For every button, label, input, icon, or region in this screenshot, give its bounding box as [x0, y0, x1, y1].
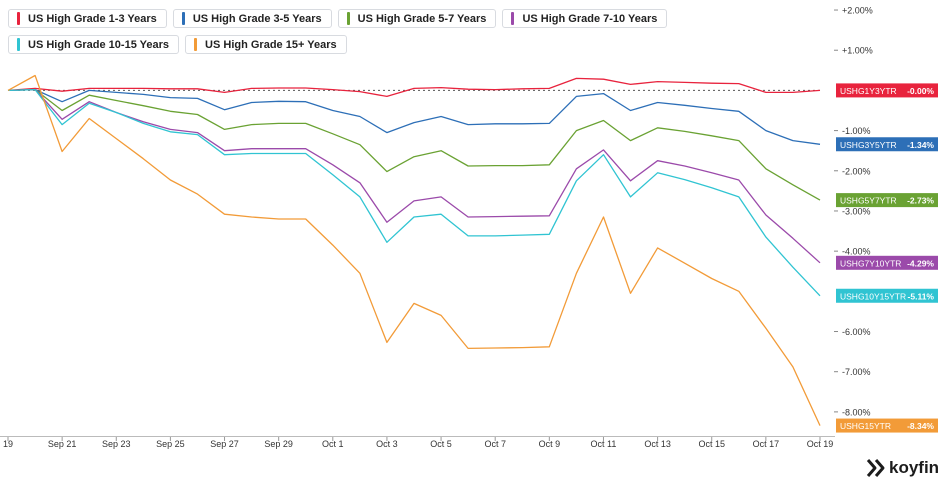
y-tick-label: -7.00%	[842, 367, 871, 377]
x-tick-label: Oct 5	[430, 439, 452, 449]
y-tick-label: +1.00%	[842, 46, 873, 56]
y-tick-label: -8.00%	[842, 407, 871, 417]
legend-swatch	[194, 38, 198, 51]
y-axis: +2.00% +1.00% -1.00% -2.00% -3.00% -4.00% -6.0…	[834, 6, 873, 417]
tag-value: -1.34%	[907, 140, 934, 150]
last-value-tag: USHG3Y5YTR -1.34%	[836, 137, 938, 152]
legend-label: US High Grade 10-15 Years	[28, 38, 170, 51]
legend-item-3[interactable]: US High Grade 5-7 Years	[337, 9, 497, 28]
tag-ticker: USHG7Y10YTR	[840, 258, 901, 268]
brand-name: koyfin	[889, 458, 940, 477]
legend-label: US High Grade 5-7 Years	[357, 12, 487, 25]
y-tick-label: -1.00%	[842, 126, 871, 136]
x-tick-label: Oct 7	[484, 439, 506, 449]
x-tick-label: Sep 27	[210, 439, 239, 449]
legend-item-6[interactable]: US High Grade 15+ Years	[185, 35, 347, 54]
x-tick-label: Oct 1	[322, 439, 344, 449]
y-tick-label: -4.00%	[842, 247, 871, 257]
legend-label: US High Grade 7-10 Years	[522, 12, 658, 25]
series-line-3[interactable]	[7, 88, 821, 201]
legend-label: US High Grade 3-5 Years	[192, 12, 322, 25]
last-value-tag: USHG7Y10YTR -4.29%	[836, 255, 938, 270]
legend-swatch	[17, 38, 20, 51]
series-line-4[interactable]	[7, 88, 821, 264]
tag-ticker: USHG5Y7YTR	[840, 196, 897, 206]
legend: US High Grade 1-3 Years US High Grade 3-5…	[8, 9, 688, 54]
x-axis: 19 Sep 21 Sep 23 Sep 25 Sep 27 Sep 29 Oct 1 Oct…	[0, 436, 835, 449]
legend-item-1[interactable]: US High Grade 1-3 Years	[8, 9, 167, 28]
series-line-2[interactable]	[7, 88, 821, 145]
legend-swatch	[346, 12, 350, 25]
legend-label: US High Grade 15+ Years	[205, 38, 337, 51]
y-tick-label: -3.00%	[842, 206, 871, 216]
legend-item-2[interactable]: US High Grade 3-5 Years	[172, 9, 332, 28]
x-tick-label: Oct 13	[644, 439, 671, 449]
y-tick-label: +2.00%	[842, 6, 873, 16]
series-line-6[interactable]	[7, 74, 821, 426]
x-tick-label: Sep 23	[102, 439, 131, 449]
y-tick-label: -2.00%	[842, 166, 871, 176]
tag-ticker: USHG1Y3YTR	[840, 86, 897, 96]
last-value-tag: USHG15YTR -8.34%	[836, 418, 938, 433]
legend-swatch	[511, 12, 515, 25]
last-value-tags: USHG1Y3YTR -0.00% USHG3Y5YTR -1.34% USHG5Y7Y…	[836, 83, 938, 433]
last-value-tag: USHG10Y15YTR -5.11%	[836, 288, 938, 303]
series-line-1[interactable]	[7, 77, 821, 98]
x-tick-label: 19	[3, 439, 13, 449]
brand-logo: koyfin	[866, 458, 939, 478]
x-tick-label: Oct 19	[807, 439, 834, 449]
x-tick-label: Sep 25	[156, 439, 185, 449]
y-tick-label: -6.00%	[842, 327, 871, 337]
tag-value: -4.29%	[907, 258, 934, 268]
tag-value: -8.34%	[907, 421, 934, 431]
legend-swatch	[17, 12, 20, 25]
legend-swatch	[181, 12, 185, 25]
x-tick-label: Oct 9	[539, 439, 561, 449]
tag-ticker: USHG15YTR	[840, 421, 891, 431]
legend-item-4[interactable]: US High Grade 7-10 Years	[502, 9, 668, 28]
x-tick-label: Oct 3	[376, 439, 398, 449]
last-value-tag: USHG5Y7YTR -2.73%	[836, 193, 938, 208]
tag-ticker: USHG3Y5YTR	[840, 140, 897, 150]
series-line-5[interactable]	[7, 88, 821, 297]
legend-item-5[interactable]: US High Grade 10-15 Years	[8, 35, 180, 54]
tag-value: -2.73%	[907, 196, 934, 206]
last-value-tag: USHG1Y3YTR -0.00%	[836, 83, 938, 98]
x-tick-label: Sep 21	[48, 439, 77, 449]
x-tick-label: Oct 15	[698, 439, 725, 449]
tag-value: -0.00%	[907, 86, 934, 96]
x-tick-label: Oct 11	[591, 439, 617, 449]
x-tick-label: Oct 17	[753, 439, 780, 449]
x-tick-label: Sep 29	[264, 439, 293, 449]
koyfin-logo-icon	[866, 459, 885, 477]
tag-ticker: USHG10Y15YTR	[840, 291, 906, 301]
tag-value: -5.11%	[908, 291, 935, 301]
legend-label: US High Grade 1-3 Years	[28, 12, 157, 25]
